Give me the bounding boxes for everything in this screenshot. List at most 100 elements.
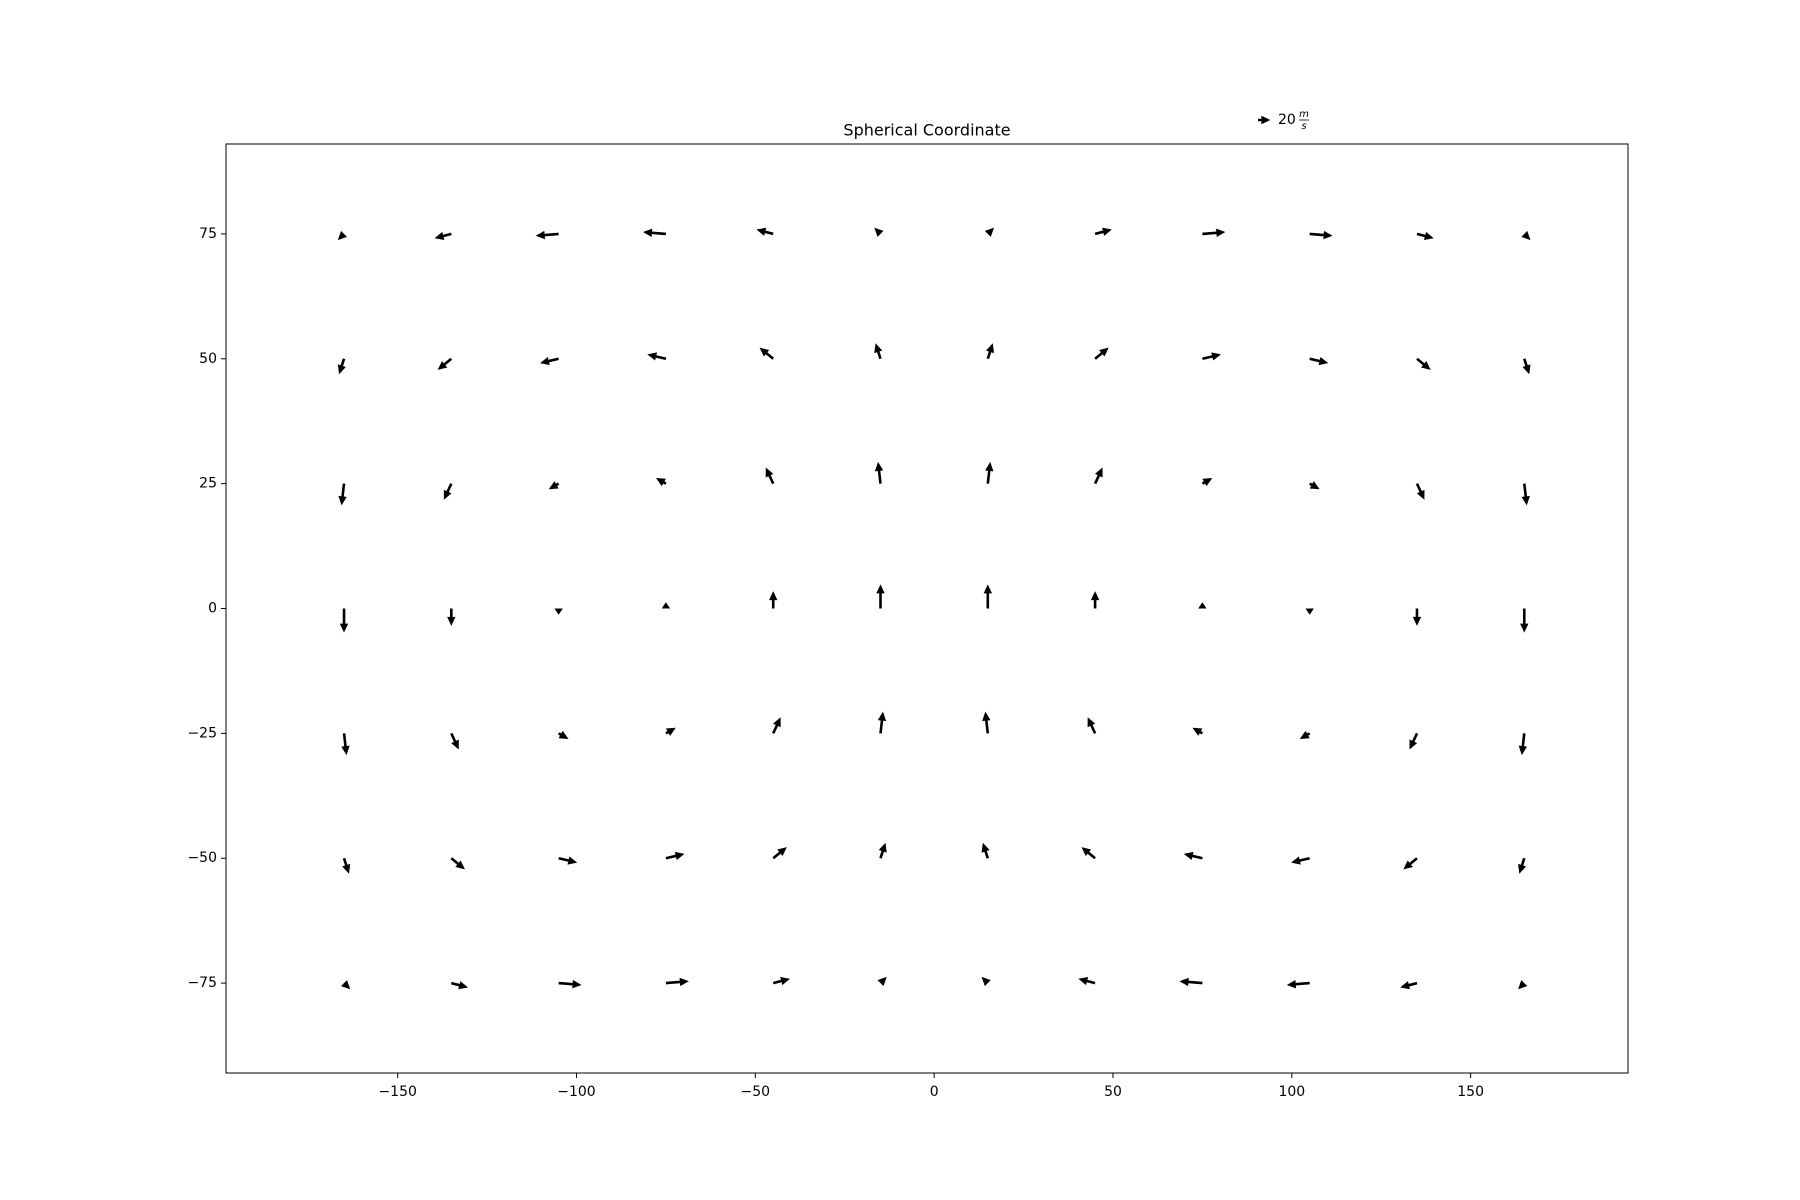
arrow [1183, 851, 1203, 861]
arrow [1081, 847, 1096, 860]
y-tick-label: 75 [199, 226, 217, 242]
arrow [1090, 591, 1100, 609]
arrow [1309, 230, 1333, 240]
arrow [338, 483, 347, 506]
arrow [1192, 727, 1204, 736]
arrow [540, 356, 559, 366]
arrow [874, 343, 883, 360]
arrow [443, 483, 453, 500]
arrow [558, 856, 578, 865]
arrow [1409, 732, 1419, 750]
arrow [1412, 608, 1422, 626]
arrow [759, 347, 775, 360]
arrow [665, 977, 689, 987]
arrow [1202, 228, 1226, 237]
arrow [642, 228, 667, 237]
arrow [1198, 602, 1207, 609]
y-tick-label: −50 [187, 850, 217, 866]
arrow [655, 478, 667, 487]
arrow [1520, 608, 1529, 633]
arrow [1094, 347, 1109, 360]
arrow [447, 608, 456, 626]
arrow [1521, 483, 1530, 506]
arrow [337, 358, 346, 375]
arrow [772, 976, 790, 986]
x-tick-label: 0 [930, 1084, 939, 1100]
arrow [1518, 980, 1528, 990]
arrow [661, 602, 671, 609]
arrow [986, 343, 995, 360]
arrow [876, 584, 885, 609]
arrow [1179, 977, 1203, 987]
arrow [1415, 483, 1425, 500]
arrow [1521, 230, 1531, 241]
arrow [437, 357, 453, 370]
arrow [341, 980, 351, 990]
arrow [1201, 478, 1213, 487]
x-tick-label: 100 [1278, 1084, 1305, 1100]
arrow [1291, 856, 1310, 865]
arrow [1309, 356, 1329, 366]
arrow [535, 230, 559, 240]
y-tick-label: 50 [199, 351, 217, 367]
arrow [1202, 352, 1221, 361]
arrow [1518, 733, 1527, 756]
arrow [342, 857, 351, 874]
x-tick-label: 50 [1104, 1084, 1122, 1100]
arrow [985, 461, 994, 484]
arrow [1518, 857, 1527, 874]
arrow [1522, 358, 1531, 375]
arrow [756, 227, 774, 236]
x-tick-label: −50 [741, 1084, 771, 1100]
arrow [877, 976, 887, 987]
arrow [557, 730, 569, 739]
arrow [1416, 357, 1431, 370]
arrow [548, 481, 560, 490]
arrow [769, 591, 778, 609]
key-unit-num: m [1299, 109, 1309, 120]
y-tick-label: 25 [199, 476, 217, 492]
arrow [451, 981, 469, 990]
arrow [984, 227, 994, 237]
arrow [450, 857, 465, 870]
arrow [1094, 227, 1112, 236]
arrow [983, 584, 992, 609]
arrow [1286, 980, 1310, 989]
arrow [341, 733, 350, 756]
arrow [1309, 481, 1320, 490]
arrow [1403, 857, 1418, 870]
arrow [765, 467, 775, 485]
arrow [772, 717, 781, 734]
arrow [981, 842, 990, 859]
arrow [434, 231, 452, 241]
arrow [1078, 976, 1096, 986]
arrow [982, 711, 991, 734]
arrow [558, 980, 582, 989]
x-tick-label: −100 [557, 1084, 595, 1100]
arrow [874, 461, 884, 484]
arrow [981, 976, 991, 987]
x-tick-label: 150 [1457, 1084, 1484, 1100]
arrow [665, 727, 676, 736]
arrow [665, 851, 685, 861]
arrow [1093, 467, 1103, 485]
arrow [1299, 730, 1311, 739]
arrow [1400, 981, 1418, 990]
arrow [877, 711, 887, 734]
arrow [1305, 608, 1314, 615]
arrow [1416, 231, 1434, 241]
y-tick-label: −75 [187, 975, 217, 991]
arrow [337, 230, 347, 241]
arrow [874, 227, 884, 237]
arrow [339, 608, 349, 633]
x-tick-label: −150 [378, 1084, 416, 1100]
y-tick-label: −25 [187, 725, 217, 741]
arrow [878, 842, 887, 859]
key-unit-den: s [1301, 121, 1306, 132]
arrow [1258, 115, 1271, 125]
arrow [772, 847, 787, 860]
arrow [647, 352, 667, 361]
